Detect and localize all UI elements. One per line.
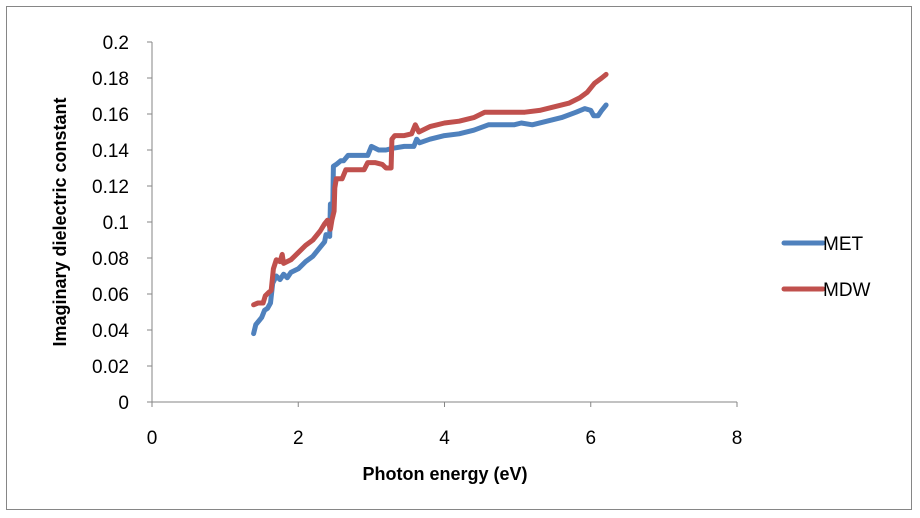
y-tick-label: 0.04 [92, 321, 129, 342]
y-tick-label: 0.06 [92, 285, 129, 306]
legend-label-met: MET [823, 234, 864, 255]
x-tick-label: 2 [293, 428, 304, 449]
y-tick-label: 0.08 [92, 249, 129, 270]
x-axis-title: Photon energy (eV) [362, 464, 527, 484]
series-lines [251, 71, 609, 337]
y-ticks: 0 0.02 0.04 0.06 0.08 0.1 0.12 0.14 0.16 0.18 0.2 [92, 33, 152, 414]
y-tick-label: 0.18 [92, 69, 129, 90]
series-line-met [251, 102, 609, 337]
y-tick-label: 0.2 [103, 33, 129, 54]
y-tick-label: 0.14 [92, 141, 129, 162]
x-tick-label: 8 [732, 428, 743, 449]
y-tick-label: 0.02 [92, 357, 129, 378]
x-ticks: 0 2 4 6 8 [147, 402, 743, 449]
x-tick-label: 4 [439, 428, 450, 449]
series-line-mdw [251, 71, 609, 308]
x-tick-label: 0 [147, 428, 158, 449]
y-tick-label: 0.1 [103, 213, 129, 234]
legend: MET MDW [781, 234, 871, 301]
y-axis-title: Imaginary dielectric constant [50, 97, 70, 346]
x-tick-label: 6 [585, 428, 596, 449]
y-tick-label: 0 [118, 393, 129, 414]
chart-area [6, 6, 912, 510]
y-tick-label: 0.12 [92, 177, 129, 198]
axes [151, 42, 737, 403]
y-tick-label: 0.16 [92, 105, 129, 126]
legend-label-mdw: MDW [823, 280, 871, 301]
